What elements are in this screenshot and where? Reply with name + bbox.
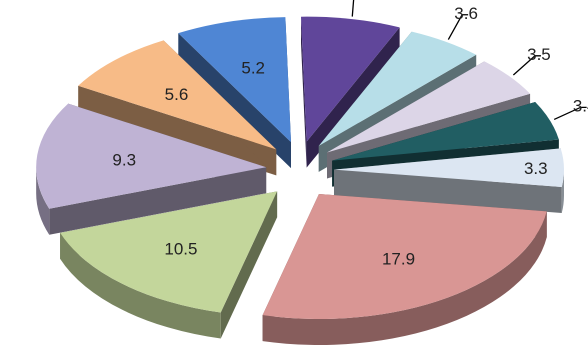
slice-2-wall-start: [220, 191, 278, 339]
slice-2-label: 10.5: [164, 240, 197, 259]
slice-10-side-0: [561, 169, 564, 213]
slice-5-label: 5.2: [241, 58, 265, 77]
slice-5-wall-start: [178, 33, 291, 169]
pie-labels-group: 17.910.59.35.65.24.73.63.53.43.3: [112, 0, 588, 268]
slice-5-top: [178, 17, 291, 143]
slice-2-side-0: [60, 232, 221, 339]
slice-9-top: [332, 101, 559, 161]
slice-7-leader-line: [447, 14, 469, 40]
slice-4-label: 5.6: [165, 85, 189, 104]
slice-6-top: [300, 16, 400, 142]
slice-7-label: 3.6: [454, 4, 478, 23]
slice-1-side-0: [262, 211, 547, 345]
slice-1-top: [262, 193, 547, 319]
slice-10-label: 3.3: [524, 159, 548, 178]
slice-2-top: [60, 191, 278, 313]
slice-3-side-0: [36, 167, 50, 235]
slice-3-label: 9.3: [112, 151, 136, 170]
slice-1-label: 17.9: [382, 249, 415, 268]
slice-10-top: [333, 148, 564, 187]
slice-3-top: [36, 103, 267, 209]
slice-8-label: 3.5: [527, 45, 551, 64]
slice-10-wall-end: [333, 169, 562, 213]
slice-9-label: 3.4: [573, 96, 588, 115]
slice-8-leader-line: [512, 55, 541, 76]
pie-slices-group: [36, 16, 564, 345]
slice-7-top: [318, 31, 477, 146]
slice-6-wall-start: [300, 16, 307, 168]
slice-4-wall-start: [78, 85, 277, 176]
slice-9-leader-line: [553, 106, 587, 121]
slice-8-top: [327, 61, 531, 153]
slice-3-wall-start: [49, 167, 267, 235]
slice-4-top: [78, 40, 277, 150]
slice-6-leader-line: [351, 0, 355, 17]
